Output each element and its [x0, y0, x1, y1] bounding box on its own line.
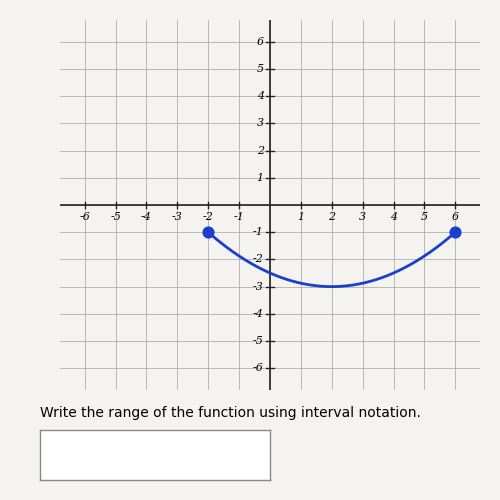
- Text: 4: 4: [256, 91, 264, 101]
- Text: -3: -3: [253, 282, 264, 292]
- Point: [452, 228, 460, 236]
- Text: 5: 5: [256, 64, 264, 74]
- Text: 3: 3: [256, 118, 264, 128]
- Text: 2: 2: [256, 146, 264, 156]
- Text: -5: -5: [253, 336, 264, 346]
- Text: -4: -4: [141, 212, 152, 222]
- Point: [204, 228, 212, 236]
- Text: -6: -6: [80, 212, 90, 222]
- Text: 3: 3: [359, 212, 366, 222]
- Text: 1: 1: [298, 212, 304, 222]
- Text: Write the range of the function using interval notation.: Write the range of the function using in…: [40, 406, 421, 419]
- Text: 5: 5: [421, 212, 428, 222]
- Text: -2: -2: [253, 254, 264, 264]
- Text: -6: -6: [253, 363, 264, 373]
- Text: 2: 2: [328, 212, 336, 222]
- Text: 1: 1: [256, 173, 264, 183]
- Text: -2: -2: [203, 212, 213, 222]
- Text: 4: 4: [390, 212, 397, 222]
- Text: -3: -3: [172, 212, 183, 222]
- Text: -1: -1: [253, 227, 264, 237]
- Text: 6: 6: [452, 212, 459, 222]
- Text: -4: -4: [253, 309, 264, 319]
- Text: -1: -1: [234, 212, 244, 222]
- Text: 6: 6: [256, 37, 264, 47]
- Text: -5: -5: [110, 212, 121, 222]
